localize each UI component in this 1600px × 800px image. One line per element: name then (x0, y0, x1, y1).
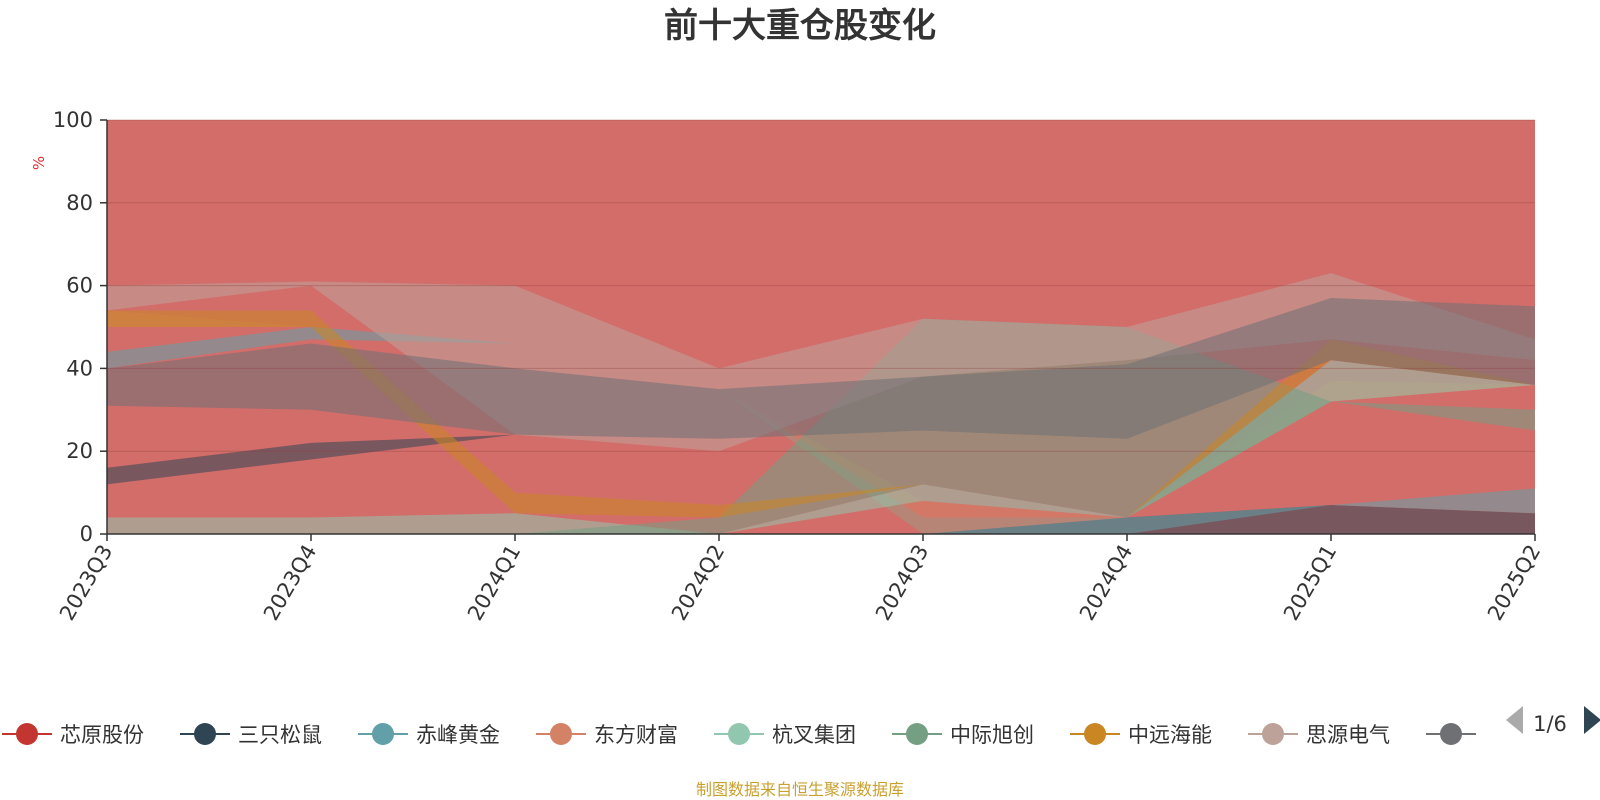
x-tick-label-0: 2023Q3 (55, 541, 117, 625)
legend-item-2[interactable]: 赤峰黄金 (358, 723, 500, 747)
legend-label-1: 三只松鼠 (238, 723, 322, 747)
chart-title: 前十大重仓股变化 (664, 6, 936, 46)
x-tick-label-2: 2024Q1 (463, 541, 525, 625)
series-area-7 (107, 273, 1535, 452)
legend-item-7[interactable]: 思源电气 (1248, 723, 1390, 747)
x-axis-ticks: 2023Q3 2023Q4 2024Q1 2024Q2 2024Q3 2024Q4 2025… (55, 534, 1545, 625)
series-area-1 (107, 434, 1535, 534)
legend-label-6: 中远海能 (1128, 723, 1212, 747)
y-tick-label-1: 20 (66, 439, 93, 463)
legend-marker-8 (1440, 723, 1462, 745)
legend-label-5: 中际旭创 (950, 723, 1034, 747)
legend-marker-6 (1084, 723, 1106, 745)
legend-label-3: 东方财富 (594, 723, 678, 747)
y-axis-ticks: 0 20 40 60 80 100 (53, 108, 107, 546)
legend-prev-icon[interactable] (1506, 706, 1523, 734)
legend-item-3[interactable]: 东方财富 (536, 723, 678, 747)
legend-label-4: 杭叉集团 (772, 723, 856, 747)
legend-item-8[interactable] (1426, 723, 1476, 745)
y-tick-label-2: 40 (66, 356, 93, 380)
series-areas (107, 120, 1535, 534)
legend-item-1[interactable]: 三只松鼠 (180, 723, 322, 747)
legend-label-0: 芯原股份 (60, 723, 144, 747)
source-note: 制图数据来自恒生聚源数据库 (696, 780, 904, 799)
x-tick-label-1: 2023Q4 (259, 541, 321, 625)
legend-page-indicator: 1/6 (1533, 712, 1567, 736)
x-tick-label-6: 2025Q1 (1279, 541, 1341, 625)
x-tick-label-3: 2024Q2 (667, 541, 729, 625)
y-tick-label-0: 0 (80, 522, 93, 546)
y-tick-label-5: 100 (53, 108, 93, 132)
legend-marker-1 (194, 723, 216, 745)
legend-item-6[interactable]: 中远海能 (1070, 723, 1212, 747)
series-area-6 (107, 310, 1535, 518)
y-axis-unit: % (30, 156, 48, 170)
legend-marker-5 (906, 723, 928, 745)
axes (106, 120, 1535, 535)
series-area-2 (107, 327, 1535, 534)
legend-marker-0 (16, 723, 38, 745)
legend-marker-4 (728, 723, 750, 745)
x-tick-label-4: 2024Q3 (871, 541, 933, 625)
y-tick-label-4: 80 (66, 191, 93, 215)
legend-label-7: 思源电气 (1306, 723, 1390, 747)
legend-pager: 1/6 (1506, 706, 1600, 736)
grid-lines (107, 119, 1535, 452)
x-tick-label-5: 2024Q4 (1075, 541, 1137, 625)
y-tick-label-3: 60 (66, 274, 93, 298)
x-tick-label-7: 2025Q2 (1483, 541, 1545, 625)
legend-item-5[interactable]: 中际旭创 (892, 723, 1034, 747)
legend-marker-2 (372, 723, 394, 745)
legend-marker-3 (550, 723, 572, 745)
series-area-8 (107, 298, 1535, 439)
legend-item-0[interactable]: 芯原股份 (2, 723, 144, 747)
legend-next-icon[interactable] (1584, 706, 1600, 734)
legend-label-2: 赤峰黄金 (416, 723, 500, 747)
legend-marker-7 (1262, 723, 1284, 745)
legend: 芯原股份 三只松鼠 赤峰黄金 东方财富 杭叉集团 中际旭创 中远海能 思源电气 (2, 723, 1476, 747)
legend-item-4[interactable]: 杭叉集团 (714, 723, 856, 747)
